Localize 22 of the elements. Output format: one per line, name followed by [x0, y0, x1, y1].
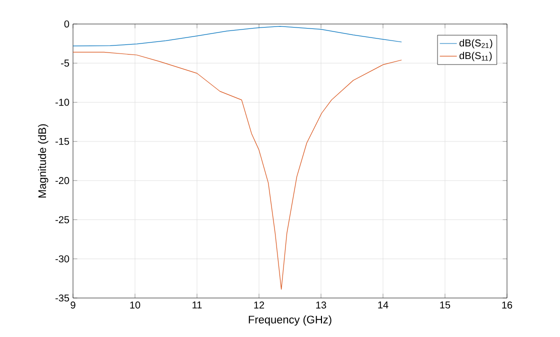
x-tick-label: 16 — [502, 302, 512, 309]
y-tick-label: -20 — [56, 177, 70, 184]
y-tick-label: -30 — [56, 255, 70, 262]
line-series — [73, 52, 402, 290]
x-tick-label: 10 — [130, 302, 140, 309]
legend-label: dB(S$_{11}$) — [460, 52, 492, 62]
y-tick-label: -10 — [56, 98, 70, 106]
x-tick-label: 14 — [378, 302, 388, 308]
x-axis-title: Frequency (GHz) — [248, 315, 332, 326]
y-tick-label: -35 — [56, 294, 70, 302]
y-axis-title: Magnitude (dB) — [38, 124, 48, 198]
x-tick-label: 13 — [316, 302, 326, 309]
y-tick-label: -25 — [56, 216, 70, 224]
legend-label: dB(S$_{21}$) — [460, 39, 492, 48]
x-tick-label: 11 — [192, 302, 202, 308]
line-series — [73, 26, 402, 46]
y-tick-label: -15 — [56, 138, 70, 145]
y-tick-label: 0 — [64, 20, 70, 28]
x-tick-label: 9 — [70, 302, 76, 309]
x-tick-label: 15 — [440, 302, 450, 308]
y-tick-label: -5 — [61, 60, 70, 67]
x-tick-label: 12 — [254, 302, 264, 308]
